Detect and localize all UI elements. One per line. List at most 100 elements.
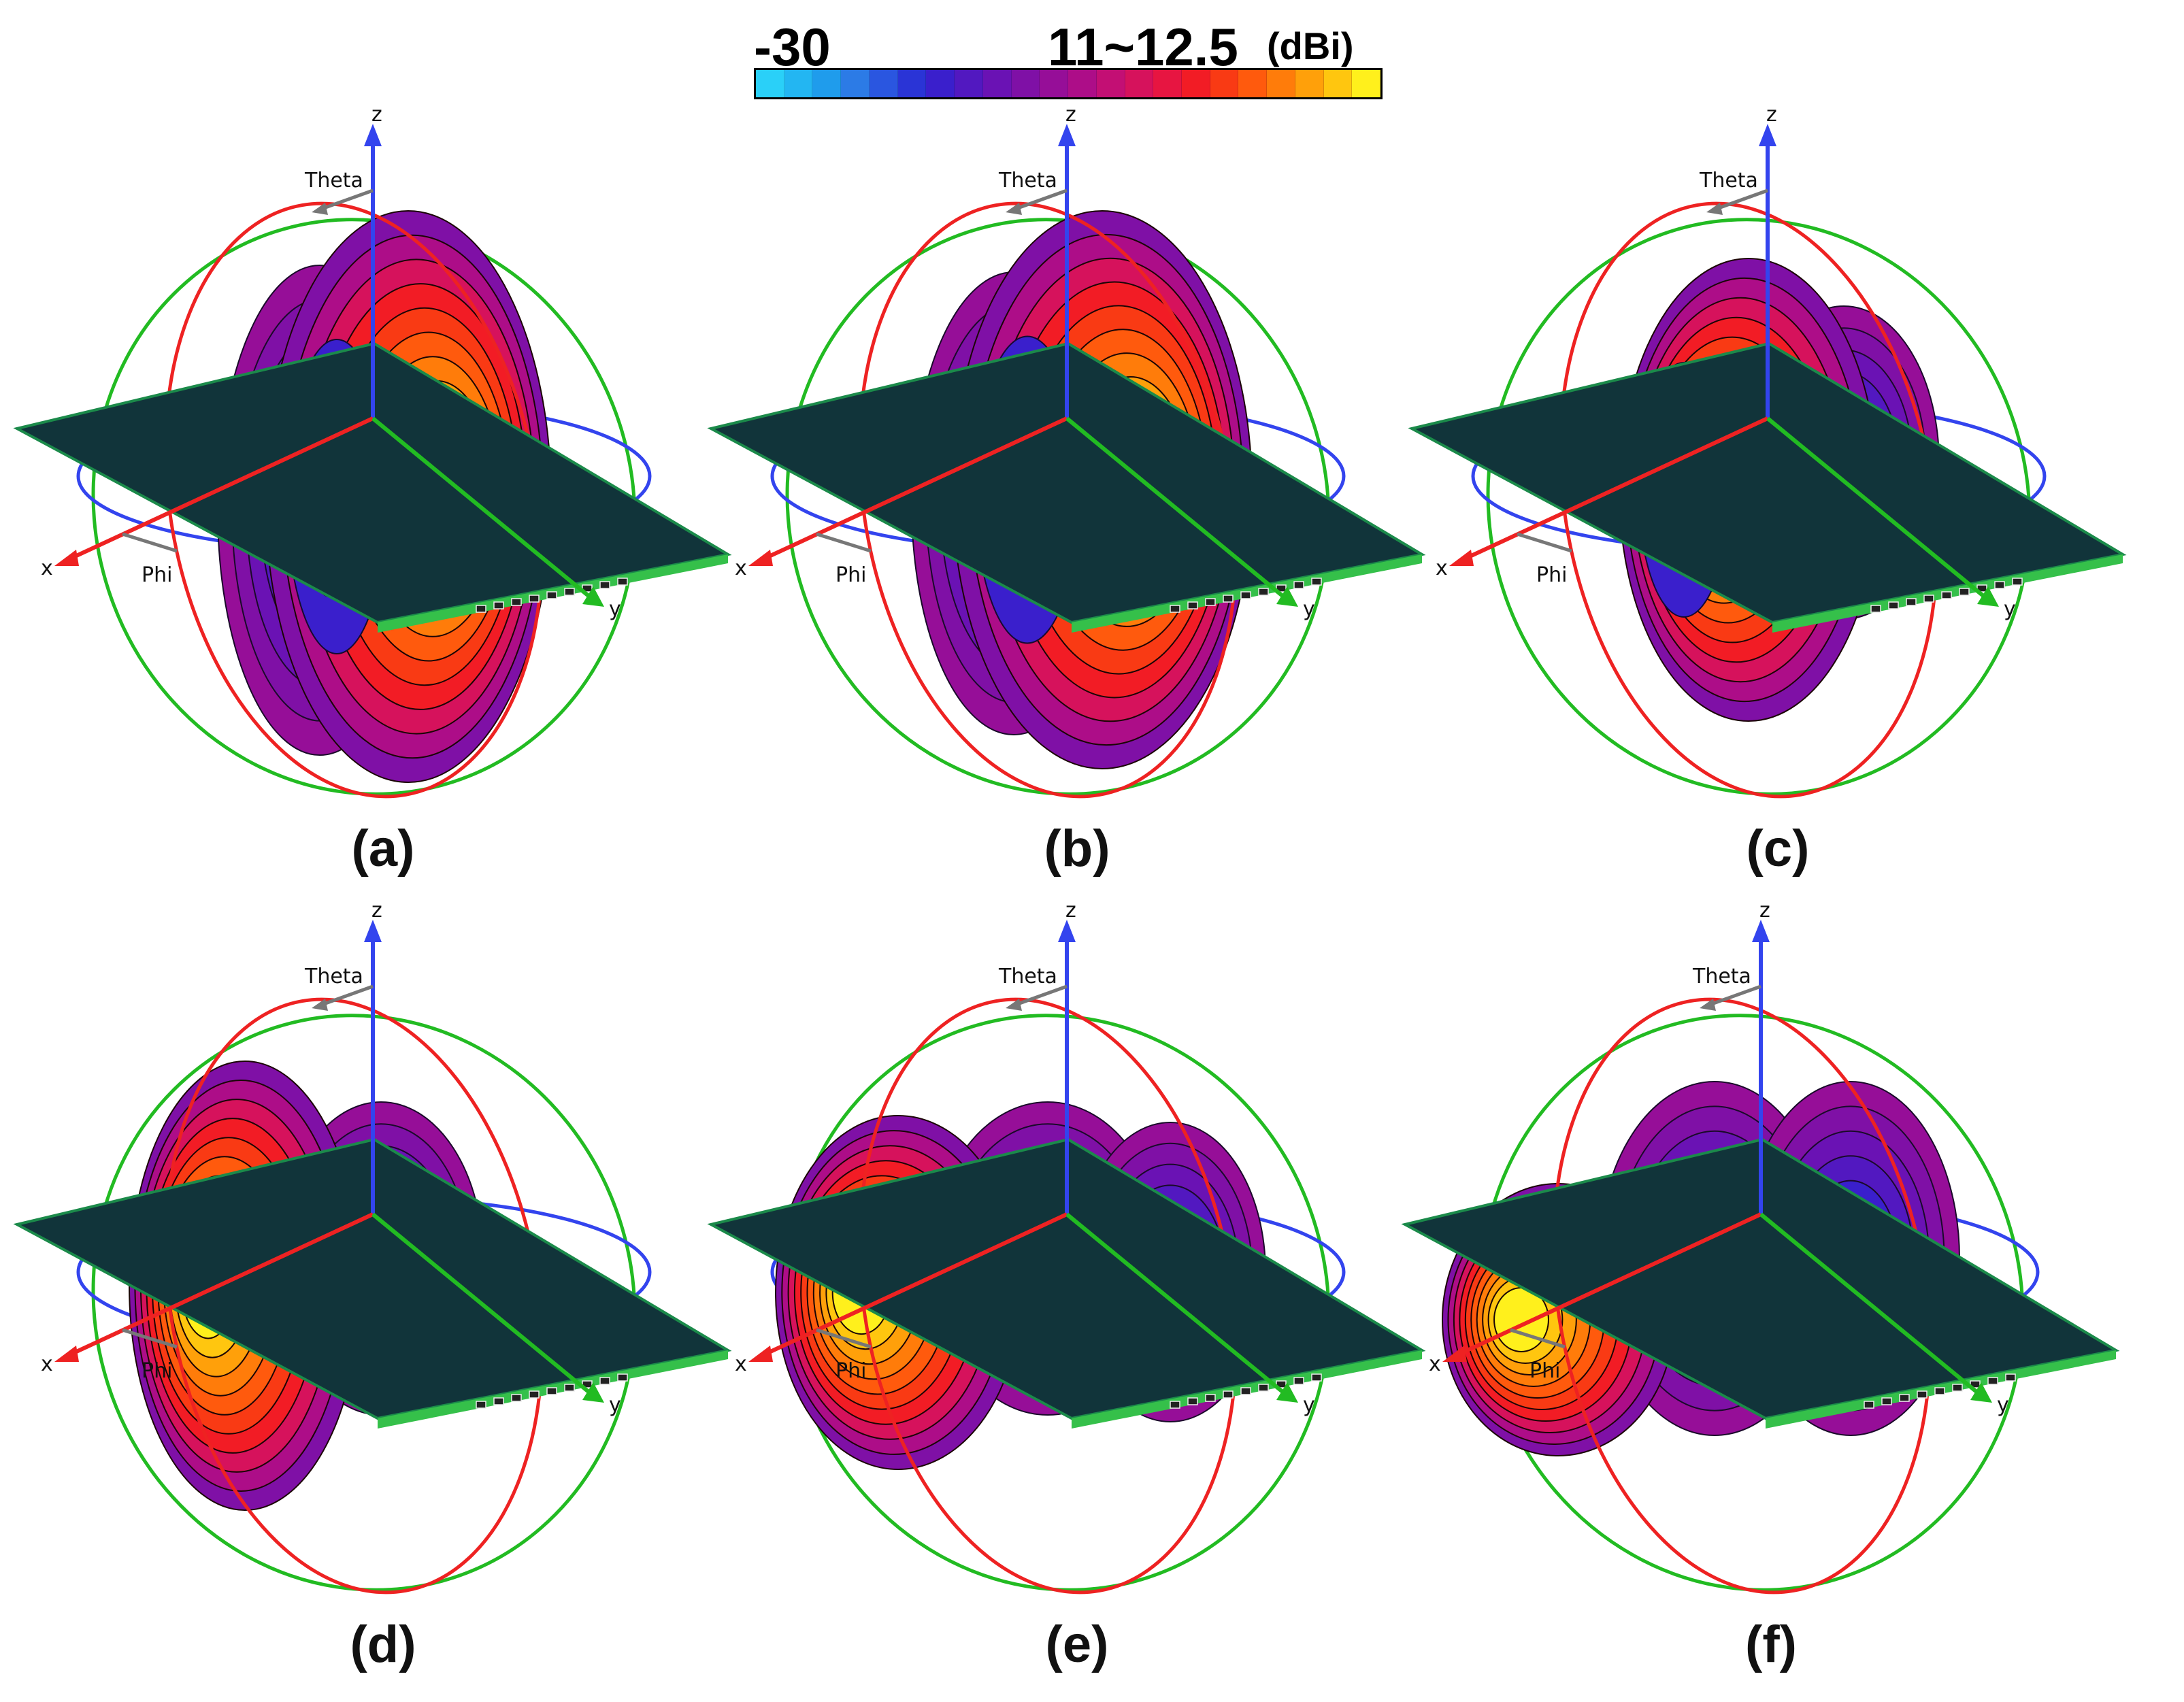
feed-connectors [1870,578,2023,613]
z-axis-label: z [1766,103,1777,127]
feed-connector [1240,591,1251,599]
feed-connector [1917,1390,1927,1399]
feed-connector [1899,1394,1910,1402]
phi-label: Phi [1536,563,1567,587]
theta-indicator [1013,188,1068,212]
z-axis-arrow [364,124,382,146]
colorbar-swatch [1011,70,1040,97]
x-axis-label: x [41,556,53,580]
feed-connector [1223,595,1234,603]
feed-connector [599,1377,610,1385]
y-axis-arrow [582,586,604,607]
y-axis-label: y [609,1393,621,1417]
x-axis-arrow [1449,550,1474,566]
feed-connector [1170,605,1180,613]
phi-label: Phi [835,1359,866,1383]
colorbar-swatch [1323,70,1353,97]
colorbar-swatch [812,70,842,97]
feed-connector [529,595,540,603]
panel-label: (c) [1746,820,1810,878]
theta-label: Theta [998,169,1057,193]
x-axis-label: x [735,556,747,580]
x-axis-arrow [1442,1346,1467,1362]
panel-f: z Theta x Phi y (f) [1388,899,2120,1701]
x-axis-arrow [748,1346,773,1362]
panel-label: (a) [351,820,415,878]
pattern-graphic: z Theta x Phi y [1401,899,2120,1595]
feed-connector [1293,581,1304,589]
feed-connector [493,601,504,610]
colorbar-swatch [756,70,784,97]
feed-connector [1311,578,1322,586]
panel-label: (d) [350,1616,416,1673]
feed-connector [546,1387,557,1395]
feed-connector [529,1390,540,1399]
panel-c: z Theta x Phi y (c) [1395,103,2127,905]
z-axis-label: z [1065,103,1076,127]
z-axis-label: z [1065,899,1076,922]
phi-label: Phi [142,1359,172,1383]
pattern-graphic: z Theta x Phi y [13,103,732,799]
feed-connector [1888,601,1899,610]
y-axis-label: y [1997,1393,2009,1417]
feed-connector [1934,1387,1945,1395]
feed-connector [1881,1397,1892,1405]
feed-connector [1987,1377,1998,1385]
feed-connector [1906,598,1917,606]
z-axis-arrow [1759,124,1776,146]
z-axis-arrow [1752,920,1770,942]
colorbar-swatch [982,70,1012,97]
z-axis-arrow [1058,920,1076,942]
colorbar-unit-label: (dBi) [1267,24,1354,67]
feed-connector [617,1373,628,1382]
feed-connector [511,598,522,606]
x-axis-arrow [748,550,773,566]
feed-connector [1258,588,1269,596]
x-axis-arrow [54,1346,79,1362]
pattern-graphic: z Theta x Phi y [1408,103,2127,799]
feed-connector [1223,1390,1234,1399]
x-axis-label: x [41,1352,53,1376]
theta-label: Theta [998,965,1057,988]
z-axis-label: z [1759,899,1770,922]
feed-connector [476,605,486,613]
z-axis-arrow [364,920,382,942]
x-axis [757,416,1068,563]
colorbar-swatch [1153,70,1182,97]
colorbar-swatch [1182,70,1210,97]
y-axis [1766,416,1988,601]
x-axis-label: x [1436,556,1448,580]
colorbar-swatch [1040,70,1069,97]
colorbar-swatch [1125,70,1154,97]
theta-indicator-arrow [312,203,328,215]
feed-connector [1293,1377,1304,1385]
panel-label: (b) [1044,820,1110,878]
feed-connectors [1170,578,1322,613]
phi-indicator [816,1328,872,1349]
y-axis-arrow [1970,1382,1992,1403]
phi-indicator [1510,1328,1566,1349]
theta-label: Theta [1692,965,1751,988]
feed-connector [1205,598,1216,606]
colorbar-swatch [784,70,813,97]
theta-indicator [1013,984,1068,1007]
feed-connector [493,1397,504,1405]
colorbar-max-label: 11~12.5 [1048,17,1238,77]
feed-connector [1923,595,1934,603]
colorbar-swatch [1352,70,1381,97]
y-axis-arrow [582,1382,604,1403]
y-axis [1065,1212,1287,1397]
feed-connectors [476,1373,628,1409]
green-reference-circle [785,218,1331,796]
z-axis-label: z [371,103,382,127]
panel-d: z Theta x Phi y (d) [0,899,732,1701]
theta-indicator-arrow [312,999,328,1011]
z-axis-label: z [371,899,382,922]
theta-indicator-arrow [1706,203,1723,215]
phi-label: Phi [1529,1359,1560,1383]
phi-indicator [122,532,178,553]
green-reference-circle [1486,218,2032,796]
y-axis-arrow [1977,586,1999,607]
panel-label: (f) [1745,1616,1797,1673]
